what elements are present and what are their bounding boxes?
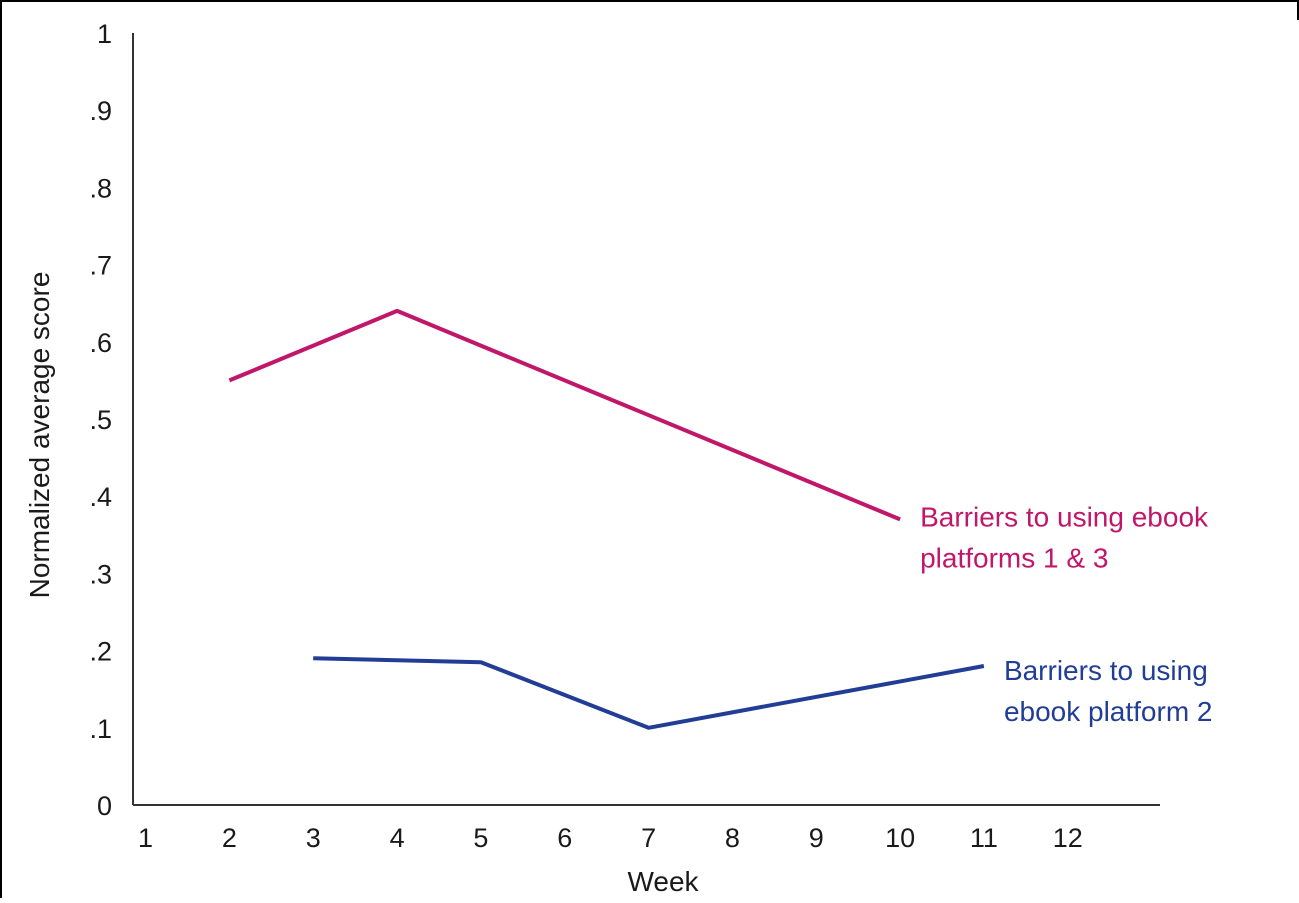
y-axis-title: Normalized average score xyxy=(24,272,55,599)
y-tick-label: .8 xyxy=(89,173,112,203)
x-tick-label: 9 xyxy=(809,823,824,853)
series-line-1 xyxy=(228,308,901,522)
x-tick-label: 7 xyxy=(641,823,656,853)
x-tick-labels: 1 2 3 4 5 6 7 8 9 10 11 12 xyxy=(138,823,1083,853)
series-label-2-line-2: ebook platform 2 xyxy=(1004,696,1213,727)
y-tick-label: 1 xyxy=(97,19,112,49)
y-tick-labels: 0 .1 .2 .3 .4 .5 .6 .7 .8 .9 1 xyxy=(89,19,112,821)
y-tick-label: 0 xyxy=(97,791,112,821)
x-tick-label: 12 xyxy=(1053,823,1083,853)
y-tick-label: .1 xyxy=(89,714,112,744)
series-line-2 xyxy=(313,656,985,730)
x-tick-label: 4 xyxy=(390,823,405,853)
x-tick-label: 5 xyxy=(473,823,488,853)
x-tick-label: 11 xyxy=(970,823,998,853)
y-tick-label: .9 xyxy=(89,96,112,126)
y-tick-label: .5 xyxy=(89,405,112,435)
x-tick-label: 10 xyxy=(885,823,915,853)
x-axis-title: Week xyxy=(627,866,699,897)
x-tick-label: 2 xyxy=(222,823,237,853)
series-label-1-line-1: Barriers to using ebook xyxy=(920,501,1209,532)
y-tick-label: .4 xyxy=(89,482,112,512)
series-label-layer: Barriers to using ebook platforms 1 & 3 Ba… xyxy=(920,501,1212,727)
y-tick-label: .2 xyxy=(89,637,112,667)
x-tick-label: 1 xyxy=(138,823,153,853)
y-tick-label: .6 xyxy=(89,328,112,358)
series-layer xyxy=(228,308,985,730)
y-tick-label: .3 xyxy=(89,559,112,589)
series-label-1-line-2: platforms 1 & 3 xyxy=(920,542,1108,573)
y-tick-label: .7 xyxy=(89,251,112,281)
x-tick-label: 6 xyxy=(557,823,572,853)
x-tick-label: 8 xyxy=(725,823,740,853)
series-label-2-line-1: Barriers to using xyxy=(1004,655,1208,686)
x-tick-label: 3 xyxy=(306,823,321,853)
